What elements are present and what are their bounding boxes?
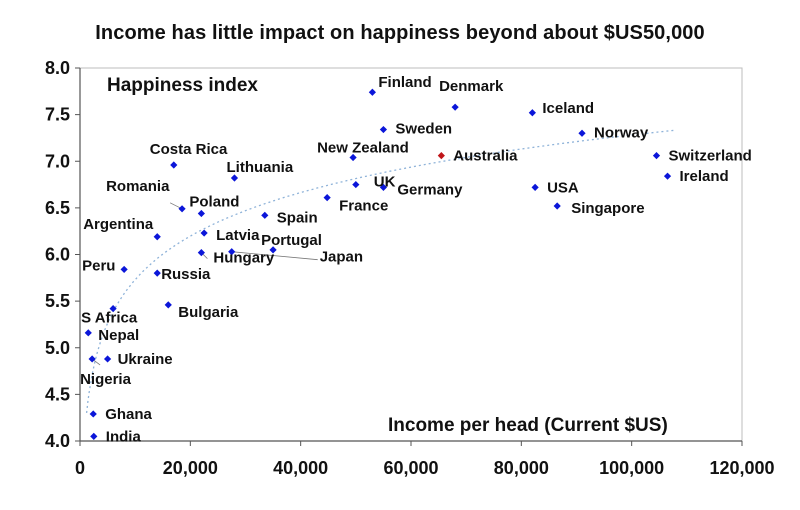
point-label-sweden: Sweden [395,121,452,138]
x-tick-label: 120,000 [709,458,774,478]
x-tick-label: 40,000 [273,458,328,478]
y-axis-label: Happiness index [107,75,258,96]
point-label-peru: Peru [82,257,115,274]
data-point-peru [120,265,128,274]
data-point-norway [578,129,586,137]
data-point-singapore [553,202,561,210]
point-label-japan: Japan [320,249,363,266]
data-point-spain [261,211,269,219]
point-label-spain: Spain [277,209,318,226]
data-point-ukraine [103,355,112,363]
data-point-australia [437,152,445,160]
point-label-usa: USA [547,179,579,196]
x-axis-label: Income per head (Current $US) [388,415,668,436]
data-point-romania [178,205,186,213]
leader-line-japan [231,251,318,261]
data-point-ireland [663,172,672,180]
point-label-bulgaria: Bulgaria [178,304,239,321]
data-point-nepal [84,329,92,337]
point-label-lithuania: Lithuania [227,159,294,176]
y-tick-label: 4.5 [45,384,70,404]
point-label-s-africa: S Africa [81,310,138,327]
data-point-russia [153,269,161,277]
point-label-ireland: Ireland [680,168,729,185]
data-point-poland [197,209,205,218]
data-point-japan [228,248,236,256]
x-tick-label: 80,000 [494,458,549,478]
data-point-finland [368,88,376,96]
data-point-hungary [197,249,205,257]
y-tick-label: 5.5 [45,291,70,311]
data-point-switzerland [652,152,661,160]
point-label-singapore: Singapore [571,200,644,217]
point-label-australia: Australia [453,148,518,165]
data-point-france [323,194,331,202]
y-tick-label: 8.0 [45,58,70,78]
x-tick-label: 0 [75,458,85,478]
data-point-india [90,432,98,440]
point-label-ghana: Ghana [105,406,152,423]
point-label-uk: UK [374,174,396,191]
point-label-germany: Germany [397,181,463,198]
y-tick-label: 6.0 [45,245,70,265]
point-label-costa-rica: Costa Rica [150,141,228,158]
y-tick-label: 5.0 [45,338,70,358]
chart-title: Income has little impact on happiness be… [95,22,705,44]
point-label-hungary: Hungary [213,250,275,267]
point-label-ukraine: Ukraine [118,351,173,368]
data-point-denmark [451,103,459,111]
point-label-switzerland: Switzerland [669,148,752,165]
x-tick-label: 20,000 [163,458,218,478]
point-label-russia: Russia [161,266,211,283]
point-label-romania: Romania [106,178,170,195]
point-label-france: France [339,198,388,215]
data-point-latvia [200,229,208,237]
data-point-new-zealand [349,153,357,162]
data-point-argentina [153,233,161,241]
point-label-nepal: Nepal [98,327,139,344]
point-label-argentina: Argentina [83,216,154,233]
y-tick-label: 6.5 [45,198,70,218]
data-point-portugal [269,246,277,254]
y-tick-label: 4.0 [45,431,70,451]
point-label-denmark: Denmark [439,78,504,95]
point-label-portugal: Portugal [261,232,322,249]
data-point-nigeria [88,355,96,363]
y-tick-label: 7.5 [45,105,70,125]
point-label-finland: Finland [378,74,431,91]
data-point-ghana [89,410,97,418]
x-tick-label: 60,000 [383,458,438,478]
point-label-india: India [106,428,142,445]
data-point-costa-rica [170,161,178,169]
point-label-new-zealand: New Zealand [317,140,409,157]
data-point-lithuania [230,174,239,182]
data-point-s-africa [109,304,117,313]
point-label-norway: Norway [594,124,649,141]
point-label-latvia: Latvia [216,227,260,244]
data-point-sweden [379,125,388,134]
data-point-uk [352,180,360,189]
point-label-iceland: Iceland [542,100,594,117]
x-tick-label: 100,000 [599,458,664,478]
y-tick-label: 7.0 [45,151,70,171]
point-label-nigeria: Nigeria [80,371,132,388]
data-point-germany [379,183,388,191]
data-point-usa [531,183,539,191]
point-label-poland: Poland [189,194,239,211]
data-point-bulgaria [164,301,172,309]
data-point-iceland [528,109,536,117]
